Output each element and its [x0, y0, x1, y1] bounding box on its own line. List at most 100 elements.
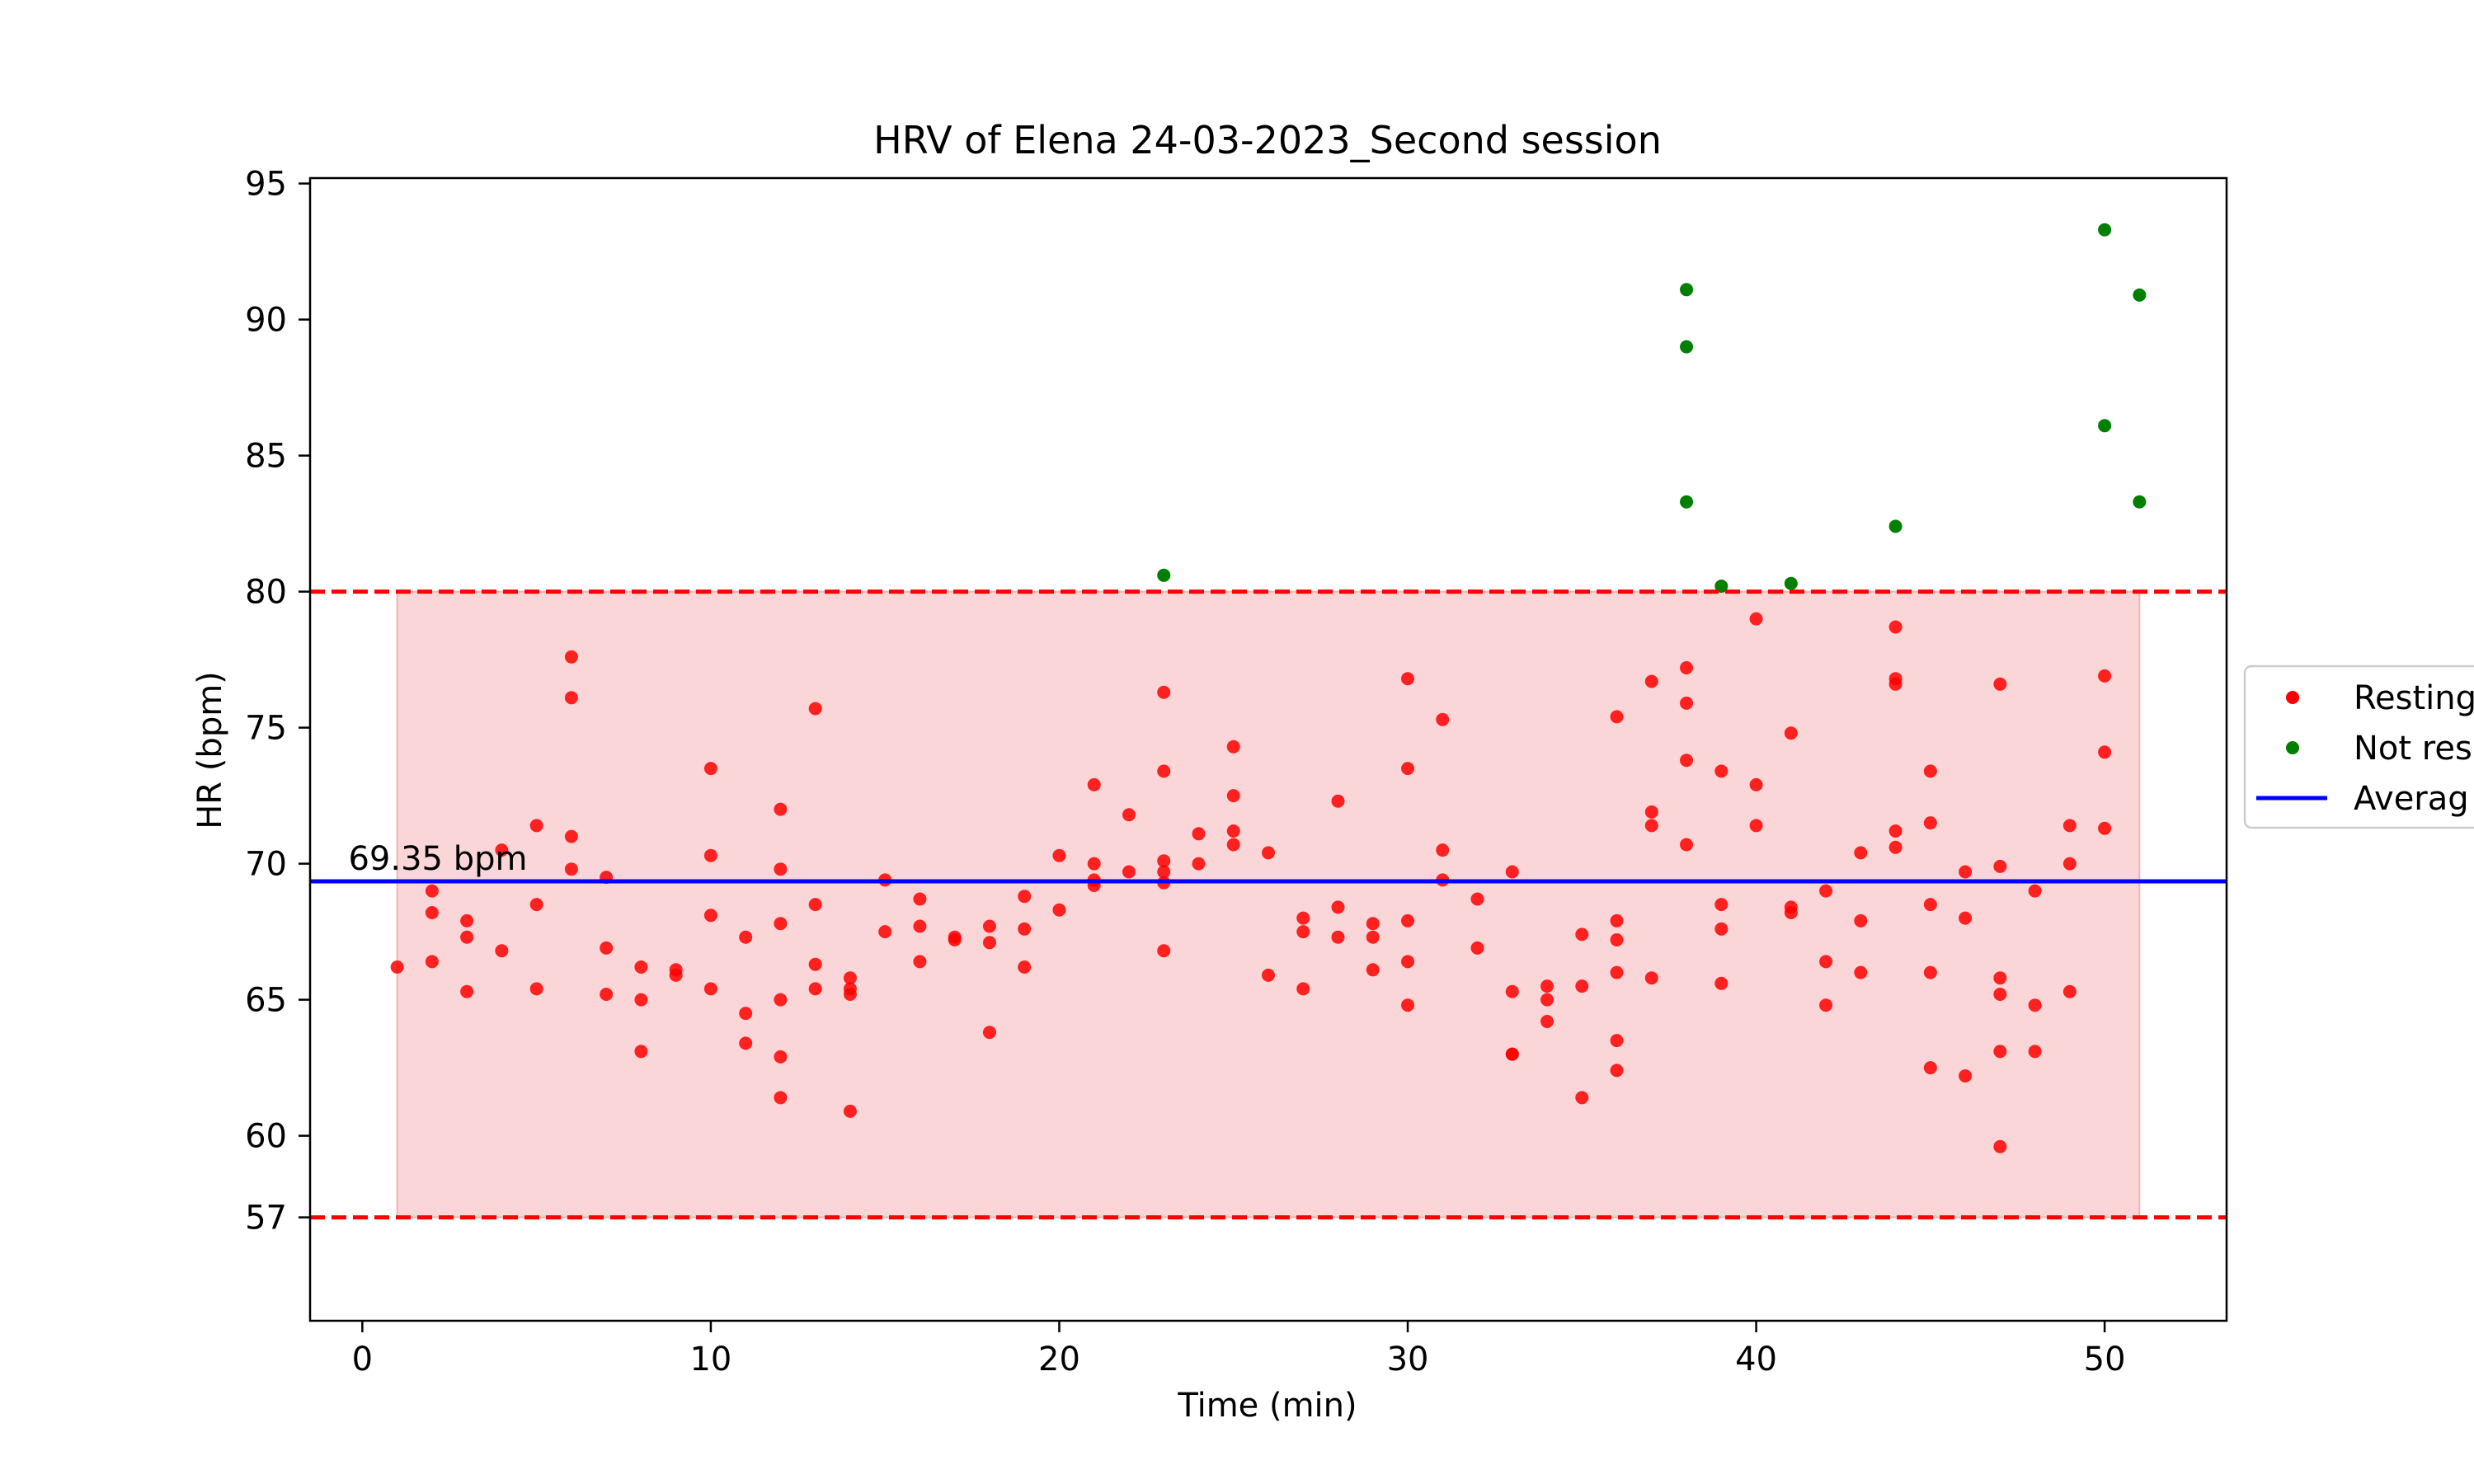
resting-point — [1436, 712, 1450, 726]
resting-point — [1923, 764, 1937, 778]
resting-point — [1644, 819, 1658, 833]
not-resting-point — [1714, 580, 1729, 593]
resting-point — [2028, 884, 2042, 898]
resting-point — [600, 941, 614, 955]
resting-point — [1714, 764, 1729, 778]
resting-point — [1993, 1045, 2007, 1059]
resting-point — [1331, 900, 1345, 914]
resting-point — [634, 960, 648, 974]
y-tick-label: 90 — [245, 302, 287, 340]
not-resting-point — [1680, 340, 1694, 354]
resting-point — [982, 936, 996, 950]
resting-point — [1854, 965, 1868, 979]
resting-point — [564, 650, 578, 664]
resting-point — [425, 955, 439, 969]
resting-point — [1714, 922, 1729, 936]
legend: Resting Not res Averag — [2243, 665, 2474, 829]
resting-point — [1401, 913, 1415, 928]
resting-point — [1470, 941, 1484, 955]
x-tick-label: 10 — [689, 1341, 731, 1378]
not-resting-point — [1784, 576, 1798, 590]
resting-point — [703, 848, 717, 862]
resting-point — [1680, 661, 1694, 674]
resting-point — [913, 919, 927, 933]
resting-point — [774, 802, 788, 816]
resting-point — [1819, 998, 1833, 1012]
resting-point — [495, 944, 509, 958]
resting-point — [1784, 726, 1798, 740]
not-resting-point — [2098, 223, 2112, 237]
resting-point — [1157, 865, 1171, 879]
not-resting-point — [2133, 495, 2147, 509]
series-not-resting — [1157, 223, 2147, 593]
resting-point — [669, 968, 683, 982]
resting-point — [2098, 745, 2112, 759]
resting-point — [1575, 928, 1589, 942]
resting-point — [1157, 685, 1171, 699]
resting-point — [1540, 979, 1554, 993]
resting-point — [1226, 789, 1240, 803]
resting-point — [774, 1091, 788, 1105]
resting-point — [913, 955, 927, 969]
resting-point — [600, 988, 614, 1001]
legend-box — [2243, 665, 2474, 829]
resting-point — [774, 1050, 788, 1064]
x-axis-label: Time (min) — [1177, 1387, 1357, 1425]
resting-point — [1610, 913, 1624, 928]
resting-point — [1959, 911, 1973, 925]
resting-point — [1854, 846, 1868, 860]
resting-point — [460, 984, 474, 998]
x-tick-label: 0 — [352, 1341, 373, 1378]
resting-point — [1470, 892, 1484, 906]
resting-point — [1680, 838, 1694, 852]
resting-point — [1296, 982, 1310, 996]
resting-point — [1714, 898, 1729, 912]
resting-point — [1087, 777, 1101, 791]
resting-point — [1366, 930, 1380, 944]
resting-point — [808, 957, 822, 971]
resting-point — [390, 960, 404, 974]
series-resting — [390, 612, 2112, 1153]
y-tick-label: 60 — [245, 1118, 287, 1156]
resting-point — [1401, 998, 1415, 1012]
resting-point — [1749, 777, 1763, 791]
x-tick-label: 50 — [2084, 1341, 2126, 1378]
not-resting-point — [1680, 495, 1694, 509]
resting-point — [843, 1104, 857, 1118]
resting-point — [774, 993, 788, 1007]
legend-marker-resting — [2286, 691, 2299, 704]
resting-point — [1644, 971, 1658, 985]
resting-point — [1296, 911, 1310, 925]
resting-point — [1226, 824, 1240, 838]
resting-point — [1959, 1069, 1973, 1082]
resting-point — [1331, 794, 1345, 808]
y-tick-label: 57 — [245, 1200, 287, 1237]
resting-point — [1923, 965, 1937, 979]
resting-point — [1087, 857, 1101, 871]
legend-label-resting: Resting — [2354, 679, 2474, 717]
resting-point — [739, 1007, 753, 1021]
resting-point — [1192, 857, 1206, 871]
not-resting-point — [2133, 288, 2147, 302]
x-tick-label: 40 — [1735, 1341, 1777, 1378]
resting-point — [1993, 1139, 2007, 1153]
resting-point — [913, 892, 927, 906]
resting-zone-band — [396, 590, 2141, 1219]
resting-point — [1157, 764, 1171, 778]
resting-point — [1296, 925, 1310, 939]
resting-point — [529, 898, 543, 912]
resting-point — [1923, 898, 1937, 912]
resting-point — [1993, 971, 2007, 985]
resting-point — [2028, 998, 2042, 1012]
resting-point — [1749, 612, 1763, 626]
resting-point — [495, 843, 509, 857]
resting-point — [703, 909, 717, 923]
not-resting-point — [2098, 419, 2112, 433]
resting-point — [1122, 808, 1136, 822]
resting-point — [1262, 968, 1275, 982]
resting-point — [564, 691, 578, 705]
resting-point — [1401, 762, 1415, 776]
resting-point — [634, 993, 648, 1007]
resting-point — [948, 933, 962, 946]
